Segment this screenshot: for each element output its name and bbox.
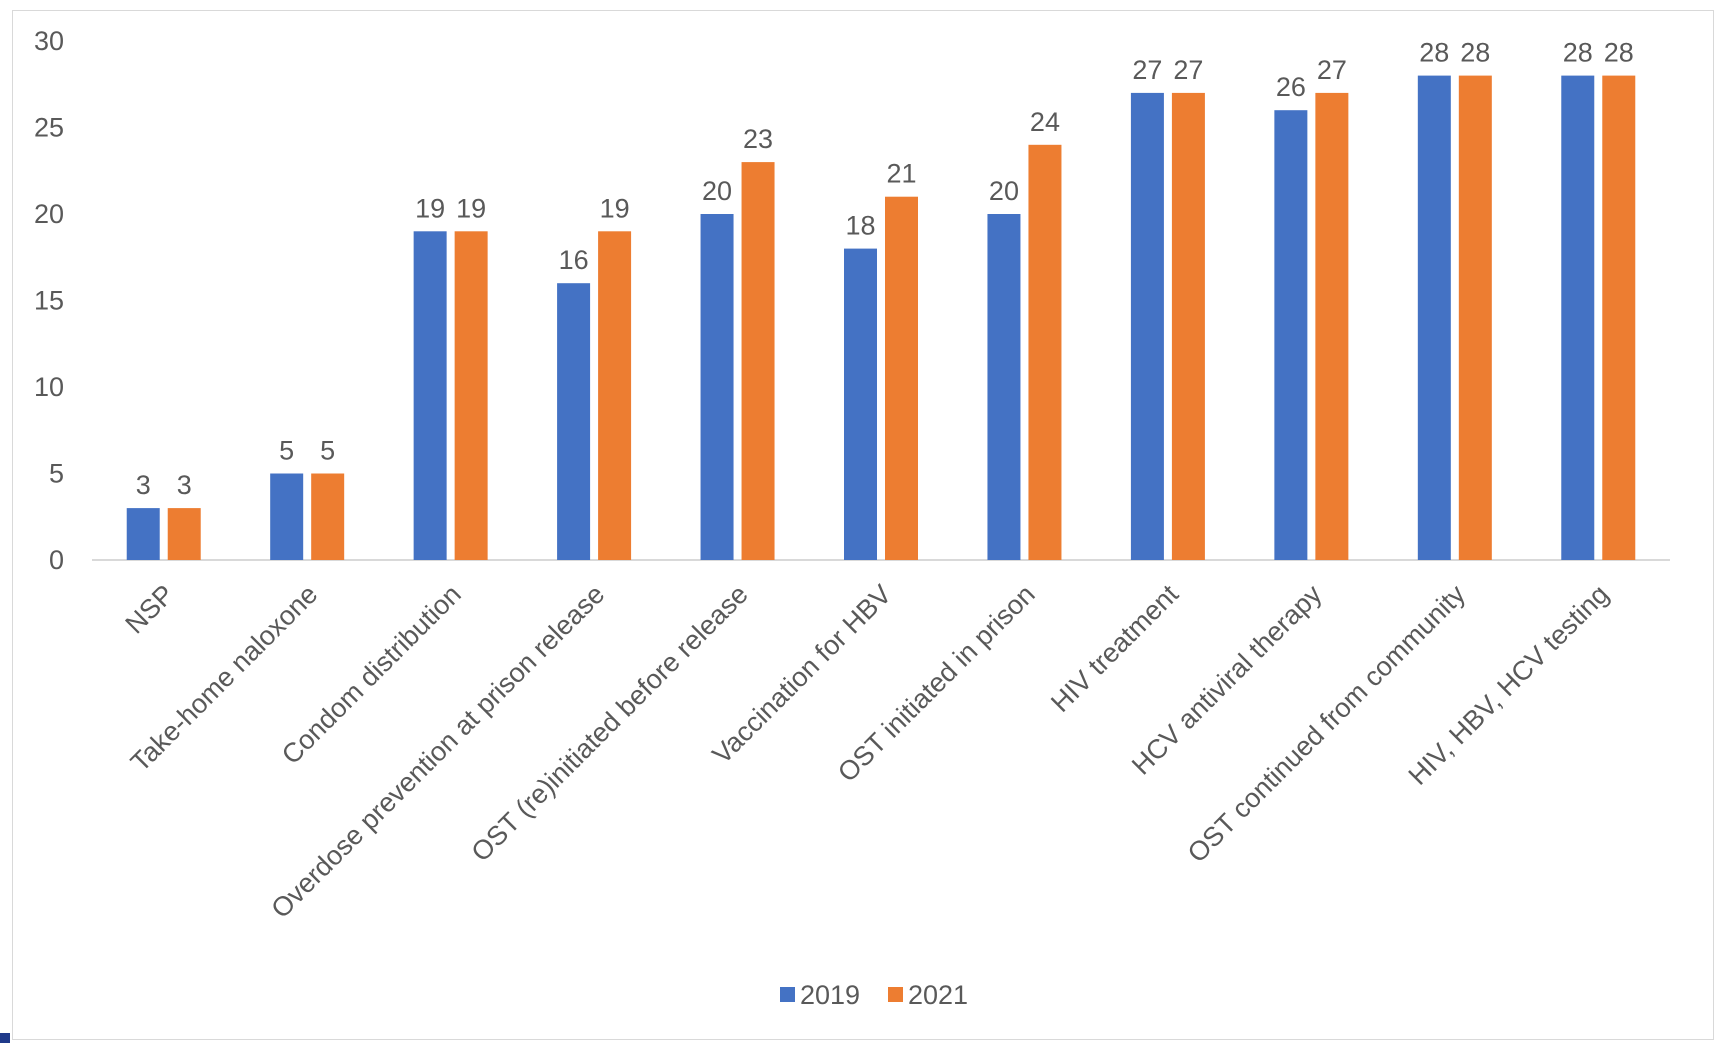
legend-label-2019: 2019 xyxy=(800,980,860,1010)
data-label: 3 xyxy=(177,470,192,500)
legend: 2019 2021 xyxy=(780,980,968,1010)
data-label: 27 xyxy=(1317,55,1347,85)
data-label: 19 xyxy=(415,193,445,223)
bar-2019 xyxy=(700,214,734,560)
bar-2019 xyxy=(987,214,1021,560)
bar-2021 xyxy=(1602,75,1636,560)
data-label: 28 xyxy=(1563,38,1593,68)
data-label: 24 xyxy=(1030,107,1060,137)
legend-swatch-2021 xyxy=(888,987,903,1002)
y-tick-label: 30 xyxy=(34,26,64,56)
bar-2019 xyxy=(413,231,447,561)
y-axis-ticks: 0 5 10 15 20 25 30 xyxy=(34,26,64,575)
data-label: 20 xyxy=(702,176,732,206)
data-label: 21 xyxy=(886,159,916,189)
bar-2021 xyxy=(1458,75,1492,560)
y-tick-label: 0 xyxy=(49,545,64,575)
data-label: 19 xyxy=(600,193,630,223)
bar-2021 xyxy=(1028,144,1062,561)
category-label: OST (re)initiated before release xyxy=(466,579,754,867)
y-tick-label: 15 xyxy=(34,286,64,316)
bar-2019 xyxy=(126,508,160,560)
category-label: HIV treatment xyxy=(1045,579,1184,718)
data-label: 16 xyxy=(559,245,589,275)
bar-2019 xyxy=(1130,92,1164,561)
bars xyxy=(126,75,1636,561)
bar-2019 xyxy=(557,283,591,560)
bar-2021 xyxy=(167,508,201,560)
data-label: 20 xyxy=(989,176,1019,206)
y-tick-label: 5 xyxy=(49,459,64,489)
data-label: 5 xyxy=(279,436,294,466)
data-label: 28 xyxy=(1604,38,1634,68)
bar-2019 xyxy=(1417,75,1451,560)
data-label: 28 xyxy=(1419,38,1449,68)
data-label: 27 xyxy=(1132,55,1162,85)
bar-2019 xyxy=(1561,75,1595,560)
bar-2021 xyxy=(311,473,345,560)
legend-swatch-2019 xyxy=(780,987,795,1002)
data-label: 28 xyxy=(1460,38,1490,68)
data-label: 26 xyxy=(1276,72,1306,102)
data-label: 5 xyxy=(320,436,335,466)
bar-2021 xyxy=(1171,92,1205,561)
bar-2021 xyxy=(454,231,488,561)
data-label: 23 xyxy=(743,124,773,154)
bar-2019 xyxy=(270,473,304,560)
y-tick-label: 20 xyxy=(34,199,64,229)
data-label: 3 xyxy=(136,470,151,500)
bar-2019 xyxy=(844,248,877,560)
corner-mark xyxy=(0,1033,10,1043)
data-label: 18 xyxy=(845,211,875,241)
bar-2021 xyxy=(741,162,775,560)
category-label: OST continued from community xyxy=(1182,579,1472,869)
bar-2021 xyxy=(885,196,918,560)
data-label: 19 xyxy=(456,193,486,223)
y-tick-label: 10 xyxy=(34,372,64,402)
category-label: Overdose prevention at prison release xyxy=(265,579,610,924)
data-labels: 3 3 5 5 19 19 16 19 20 23 18 21 20 24 27 27 26 27 28 28 28 28 xyxy=(136,38,1634,501)
bar-2021 xyxy=(598,231,632,561)
data-label: 27 xyxy=(1173,55,1203,85)
y-tick-label: 25 xyxy=(34,113,64,143)
category-label: NSP xyxy=(119,579,179,639)
bar-2019 xyxy=(1274,110,1308,560)
legend-label-2021: 2021 xyxy=(908,980,968,1010)
bar-2021 xyxy=(1315,92,1349,561)
